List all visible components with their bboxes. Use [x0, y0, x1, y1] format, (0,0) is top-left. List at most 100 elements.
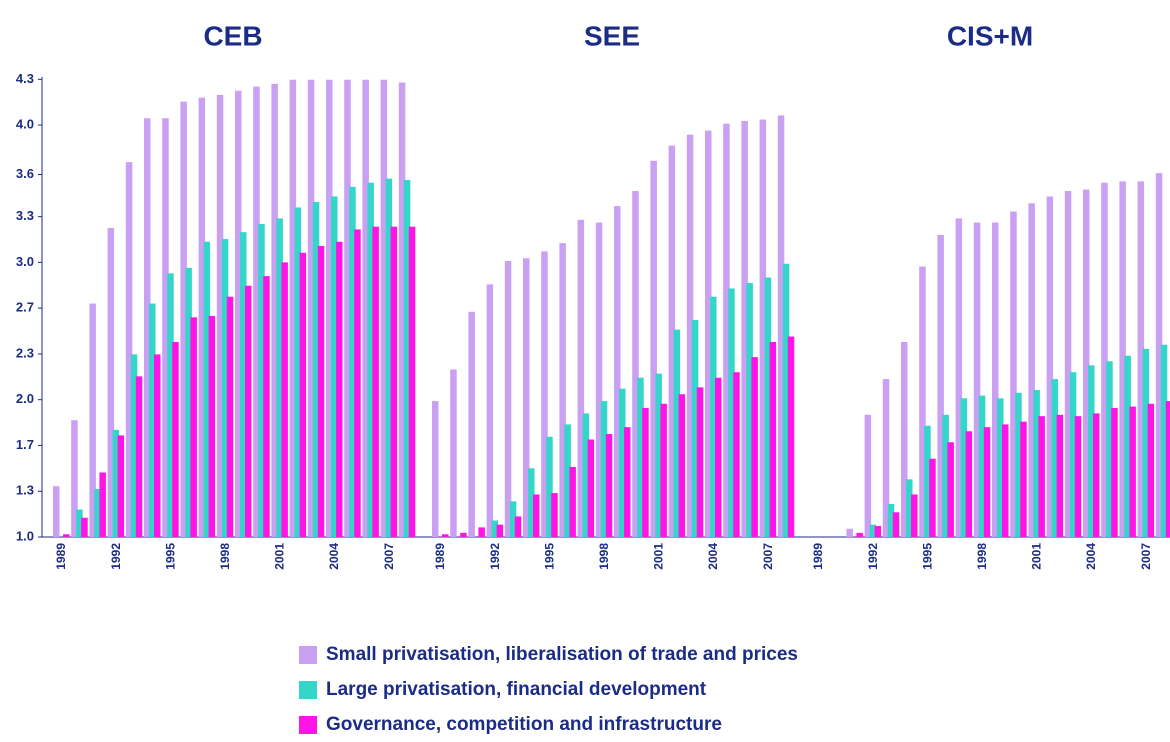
bar: [715, 377, 722, 537]
bar: [276, 218, 283, 537]
bar: [919, 266, 926, 537]
bar: [162, 118, 169, 537]
bar: [673, 329, 681, 537]
bar: [887, 504, 895, 537]
bar: [901, 342, 908, 537]
bar: [390, 226, 398, 538]
bar: [1129, 406, 1136, 537]
bar: [983, 427, 991, 537]
bar: [53, 486, 60, 537]
bar: [523, 258, 530, 537]
bar: [942, 414, 949, 537]
legend-swatch: [299, 716, 317, 734]
bar: [144, 118, 151, 537]
y-tick-label: 4.3: [16, 71, 34, 86]
bar: [450, 369, 457, 537]
bar: [564, 424, 571, 537]
bar: [668, 145, 676, 537]
bar: [777, 115, 785, 538]
legend-label: Large privatisation, financial developme…: [326, 679, 707, 700]
x-tick-label: 1998: [975, 543, 989, 570]
bar: [929, 458, 936, 537]
bar: [874, 526, 882, 537]
bar: [997, 398, 1004, 537]
bar: [1119, 181, 1126, 537]
bar: [403, 179, 411, 537]
bar: [655, 373, 662, 537]
bar: [541, 251, 548, 537]
bar: [245, 285, 252, 537]
panel-title: SEE: [584, 20, 640, 51]
y-tick-label: 1.0: [16, 528, 34, 543]
bar: [911, 494, 918, 537]
bar: [600, 401, 608, 537]
legend-swatch: [299, 646, 317, 664]
x-tick-label: 1989: [433, 543, 447, 570]
x-tick-label: 1995: [920, 543, 934, 570]
bar: [486, 284, 494, 537]
bar: [546, 436, 553, 537]
bar: [947, 442, 954, 537]
x-tick-label: 2007: [382, 543, 396, 570]
bar: [992, 222, 999, 537]
bar: [408, 226, 416, 538]
x-tick-label: 2001: [1030, 543, 1044, 570]
bar: [1142, 348, 1150, 537]
bar: [94, 488, 101, 537]
bar: [696, 387, 704, 537]
bar: [1106, 361, 1113, 537]
bar: [299, 252, 307, 537]
x-tick-label: 2004: [1084, 543, 1098, 570]
bar: [398, 82, 406, 537]
bar: [478, 527, 485, 537]
bar: [619, 388, 626, 537]
bar: [1101, 182, 1108, 538]
bar: [551, 493, 558, 537]
x-tick-label: 2001: [273, 543, 287, 570]
x-tick-label: 1992: [866, 543, 880, 570]
bar: [317, 245, 325, 538]
bar: [460, 532, 467, 537]
bar: [924, 425, 931, 537]
bar: [107, 228, 115, 537]
bar: [782, 263, 790, 537]
bar: [764, 277, 772, 537]
y-tick-label: 3.6: [16, 166, 34, 181]
bar: [759, 119, 767, 537]
bar: [112, 429, 120, 537]
bar: [751, 357, 758, 537]
bar: [733, 372, 740, 537]
bar: [869, 524, 877, 537]
bar: [294, 207, 302, 537]
bar: [1111, 407, 1118, 537]
bar: [973, 222, 981, 537]
bar: [71, 420, 78, 537]
bar: [367, 182, 374, 538]
bar: [637, 377, 644, 537]
x-tick-label: 1989: [811, 543, 825, 570]
bar: [1020, 421, 1027, 537]
bar: [491, 520, 499, 537]
bar: [614, 206, 621, 537]
bar: [906, 479, 913, 537]
y-tick-label: 1.7: [16, 437, 34, 452]
bar: [856, 532, 863, 537]
bar: [130, 354, 138, 537]
bar: [937, 234, 944, 537]
x-tick-label: 1992: [488, 543, 502, 570]
bar: [1165, 401, 1170, 537]
bar: [172, 342, 179, 537]
bar: [63, 534, 70, 537]
bar: [528, 468, 535, 537]
bar: [1010, 211, 1017, 537]
y-tick-label: 4.0: [16, 116, 34, 131]
bar: [595, 222, 603, 537]
bar: [99, 472, 106, 537]
bar: [180, 101, 187, 537]
bar: [514, 516, 522, 537]
bar: [678, 394, 686, 537]
x-tick-label: 2004: [327, 543, 341, 570]
x-tick-label: 1995: [163, 543, 177, 570]
